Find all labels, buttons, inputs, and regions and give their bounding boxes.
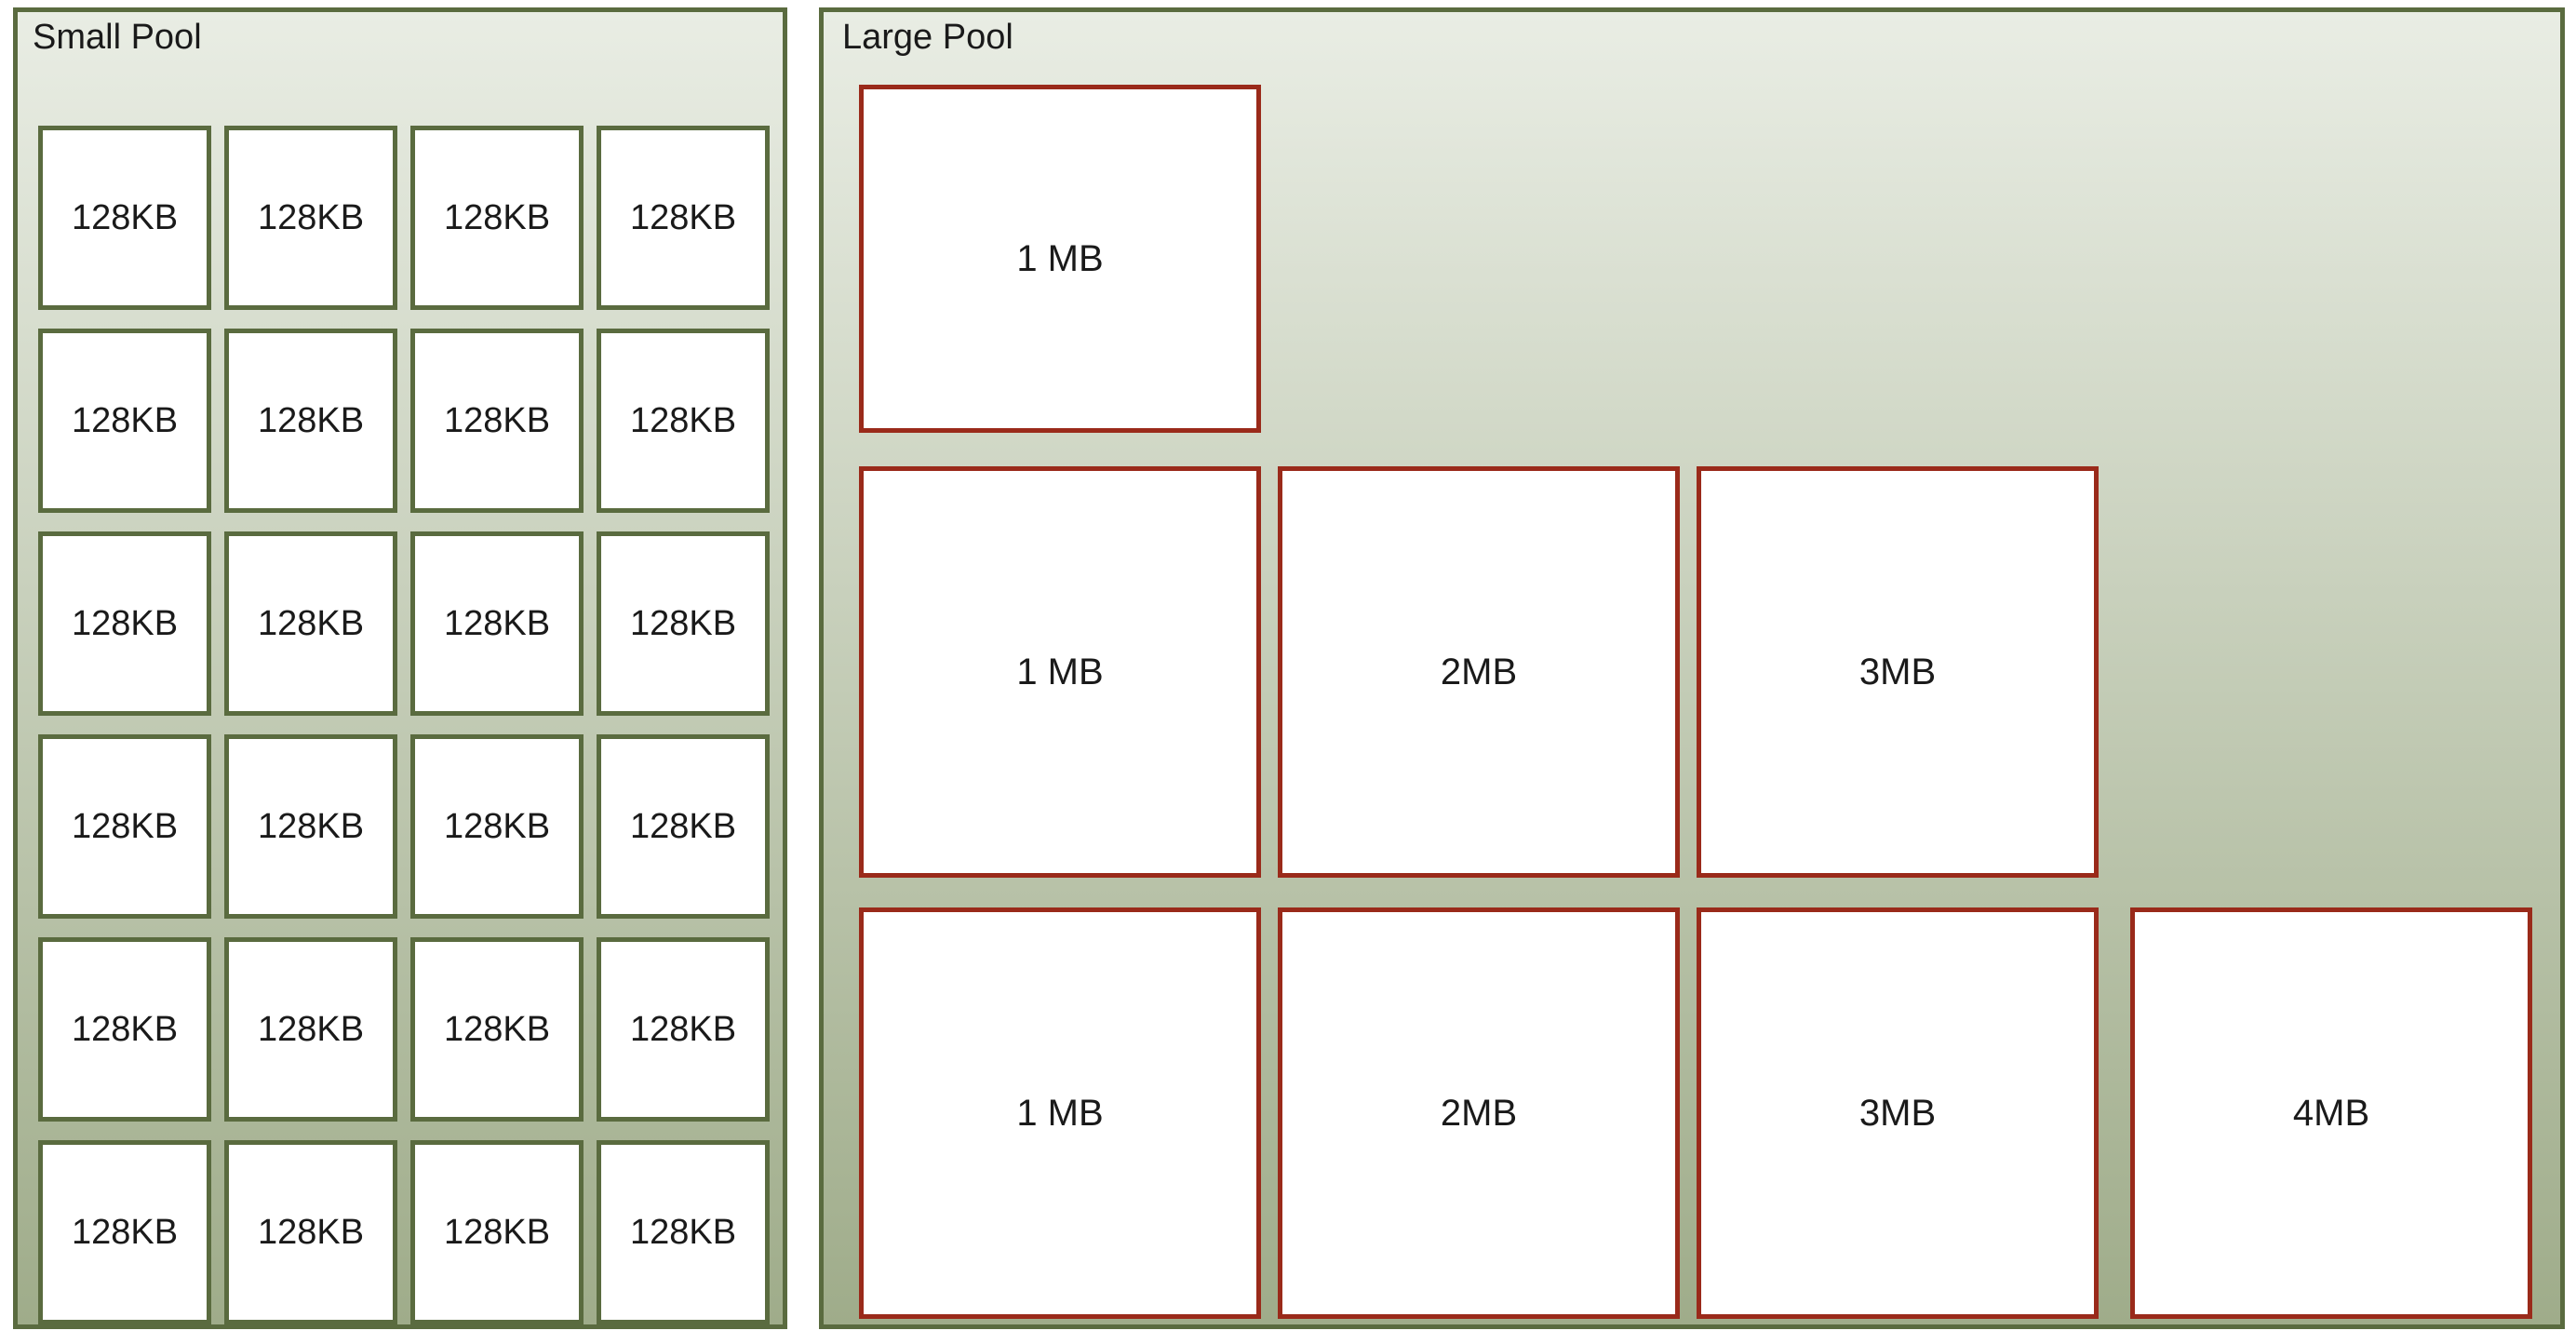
- small-pool-cell: 128KB: [38, 531, 211, 716]
- diagram-canvas: Small Pool 128KB128KB128KB128KB128KB128K…: [0, 0, 2576, 1344]
- small-pool-cell: 128KB: [224, 1140, 397, 1324]
- large-pool-block: 4MB: [2130, 907, 2532, 1319]
- small-pool-cell: 128KB: [224, 531, 397, 716]
- large-pool-block: 1 MB: [859, 907, 1261, 1319]
- small-pool-cell: 128KB: [410, 329, 584, 513]
- small-pool-cell: 128KB: [224, 126, 397, 310]
- small-pool-cell: 128KB: [597, 937, 770, 1122]
- small-pool-cell: 128KB: [410, 937, 584, 1122]
- small-pool-cell: 128KB: [597, 1140, 770, 1324]
- large-pool-block: 3MB: [1697, 466, 2099, 878]
- large-pool-title: Large Pool: [842, 18, 1013, 58]
- large-pool-block: 2MB: [1278, 466, 1680, 878]
- small-pool-cell: 128KB: [224, 734, 397, 919]
- small-pool-cell: 128KB: [410, 1140, 584, 1324]
- small-pool-cell: 128KB: [38, 937, 211, 1122]
- small-pool-cell: 128KB: [38, 734, 211, 919]
- small-pool-cell: 128KB: [38, 126, 211, 310]
- small-pool-cell: 128KB: [224, 329, 397, 513]
- small-pool-cell: 128KB: [597, 126, 770, 310]
- large-pool-block: 3MB: [1697, 907, 2099, 1319]
- small-pool: Small Pool 128KB128KB128KB128KB128KB128K…: [13, 7, 787, 1329]
- large-pool-block: 1 MB: [859, 466, 1261, 878]
- small-pool-cell: 128KB: [410, 531, 584, 716]
- small-pool-cell: 128KB: [410, 734, 584, 919]
- small-pool-cell: 128KB: [38, 329, 211, 513]
- small-pool-title: Small Pool: [33, 18, 202, 58]
- small-pool-cell: 128KB: [597, 531, 770, 716]
- small-pool-cell: 128KB: [224, 937, 397, 1122]
- small-pool-cell: 128KB: [410, 126, 584, 310]
- large-pool: Large Pool 1 MB1 MB2MB3MB1 MB2MB3MB4MB: [819, 7, 2565, 1329]
- large-pool-block: 2MB: [1278, 907, 1680, 1319]
- small-pool-cell: 128KB: [597, 329, 770, 513]
- small-pool-cell: 128KB: [597, 734, 770, 919]
- small-pool-cell: 128KB: [38, 1140, 211, 1324]
- large-pool-block: 1 MB: [859, 85, 1261, 433]
